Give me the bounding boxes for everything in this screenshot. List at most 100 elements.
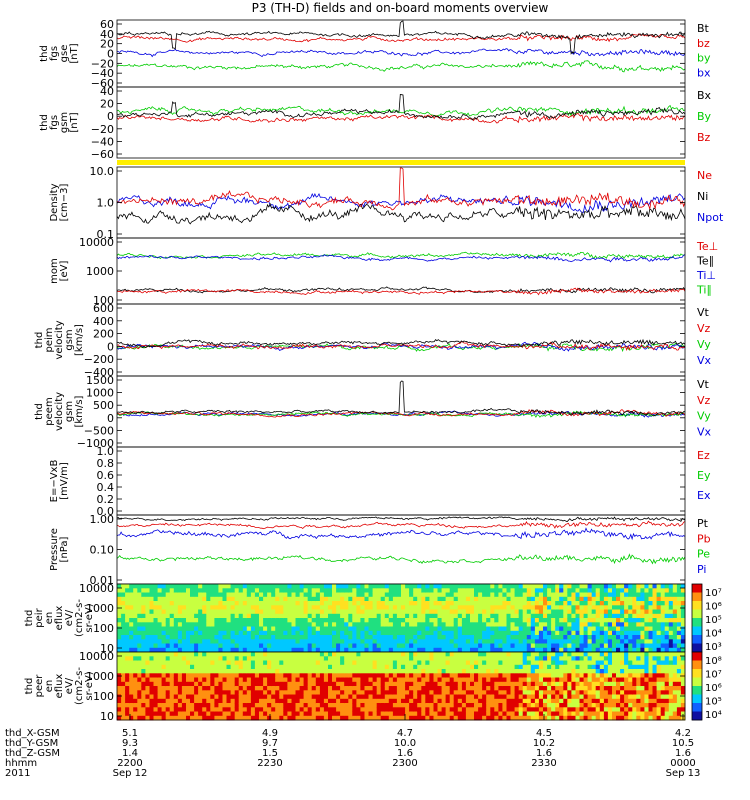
spectrogram-cell: [482, 626, 487, 632]
spectrogram-cell: [380, 643, 386, 649]
spectrogram-cell: [121, 652, 126, 657]
spectrogram-cell: [202, 622, 207, 627]
spectrogram-cell: [234, 609, 240, 615]
spectrogram-cell: [607, 609, 613, 615]
spectrogram-cell: [465, 673, 471, 678]
spectrogram-cell: [457, 698, 463, 704]
spectrogram-cell: [368, 588, 373, 593]
spectrogram-cell: [275, 613, 280, 619]
spectrogram-cell: [360, 635, 365, 640]
spectrogram-cell: [254, 618, 260, 623]
spectrogram-cell: [616, 647, 621, 653]
spectrogram-cell: [206, 711, 211, 717]
spectrogram-cell: [510, 656, 515, 661]
spectrogram-cell: [579, 613, 584, 619]
spectrogram-cell: [222, 626, 227, 632]
spectrogram-cell: [364, 613, 369, 619]
spectrogram-cell: [644, 698, 649, 704]
spectrogram-cell: [246, 677, 252, 683]
spectrogram-cell: [133, 681, 138, 687]
spectrogram-cell: [616, 618, 621, 623]
spectrogram-cell: [482, 656, 487, 661]
spectrogram-cell: [145, 660, 150, 666]
spectrogram-cell: [173, 605, 179, 610]
spectrogram-cell: [332, 618, 337, 623]
spectrogram-cell: [401, 711, 406, 717]
spectrogram-cell: [502, 626, 507, 632]
spectrogram-cell: [283, 703, 288, 708]
spectrogram-cell: [465, 677, 471, 683]
spectrogram-cell: [299, 618, 305, 623]
spectrogram-cell: [482, 618, 487, 623]
spectrogram-cell: [348, 584, 353, 589]
spectrogram-cell: [530, 584, 536, 589]
spectrogram-cell: [453, 694, 459, 700]
spectrogram-cell: [648, 605, 653, 610]
spectrogram-cell: [332, 703, 337, 708]
spectrogram-cell: [595, 690, 601, 695]
spectrogram-cell: [474, 584, 479, 589]
spectrogram-cell: [311, 618, 317, 623]
spectrogram-cell: [295, 652, 300, 657]
spectrogram-cell: [388, 711, 394, 717]
spectrogram-cell: [315, 660, 321, 666]
spectrogram-cell: [587, 664, 593, 670]
spectrogram-cell: [181, 630, 187, 636]
spectrogram-cell: [218, 677, 223, 683]
spectrogram-cell: [169, 698, 175, 704]
spectrogram-cell: [352, 613, 357, 619]
spectrogram-cell: [465, 703, 471, 708]
spectrogram-cell: [433, 601, 438, 606]
spectrogram-cell: [121, 613, 126, 619]
spectrogram-cell: [575, 601, 580, 606]
spectrogram-cell: [340, 584, 345, 589]
spectrogram-cell: [453, 601, 459, 606]
spectrogram-cell: [352, 686, 357, 691]
spectrogram-cell: [218, 601, 223, 606]
spectrogram-cell: [348, 643, 353, 649]
spectrogram-cell: [490, 715, 495, 721]
spectrogram-cell: [271, 605, 276, 610]
spectrogram-cell: [522, 669, 528, 674]
y-axis-label: [nPa]: [59, 536, 70, 562]
spectrogram-cell: [246, 596, 252, 602]
spectrogram-cell: [425, 656, 430, 661]
spectrogram-cell: [267, 677, 272, 683]
spectrogram-cell: [303, 660, 309, 666]
spectrogram-cell: [522, 609, 528, 615]
spectrogram-cell: [384, 715, 390, 721]
spectrogram-cell: [595, 664, 601, 670]
spectrogram-cell: [165, 584, 171, 589]
spectrogram-cell: [388, 630, 394, 636]
spectrogram-cell: [291, 703, 296, 708]
spectrogram-cell: [563, 673, 568, 678]
spectrogram-cell: [121, 660, 126, 666]
spectrogram-cell: [311, 669, 317, 674]
spectrogram-cell: [668, 681, 674, 687]
spectrogram-cell: [271, 618, 276, 623]
spectrogram-cell: [133, 711, 138, 717]
spectrogram-cell: [648, 618, 653, 623]
spectrogram-cell: [567, 694, 572, 700]
spectrogram-cell: [595, 618, 601, 623]
spectrogram-cell: [165, 715, 171, 721]
spectrogram-cell: [470, 669, 475, 674]
y-tick-label: −60: [91, 148, 114, 161]
spectrogram-cell: [514, 660, 520, 666]
spectrogram-cell: [323, 643, 329, 649]
spectrogram-cell: [534, 686, 540, 691]
spectrogram-cell: [636, 690, 641, 695]
spectrogram-cell: [583, 660, 589, 666]
spectrogram-cell: [429, 698, 434, 704]
spectrogram-cell: [668, 703, 674, 708]
spectrogram-cell: [181, 660, 187, 666]
spectrogram-cell: [668, 592, 674, 598]
spectrogram-cell: [482, 588, 487, 593]
spectrogram-cell: [514, 711, 520, 717]
spectrogram-cell: [299, 592, 305, 598]
spectrogram-cell: [595, 660, 601, 666]
spectrogram-cell: [591, 639, 597, 644]
spectrogram-cell: [117, 677, 122, 683]
spectrogram-cell: [595, 677, 601, 683]
spectrogram-cell: [271, 703, 276, 708]
